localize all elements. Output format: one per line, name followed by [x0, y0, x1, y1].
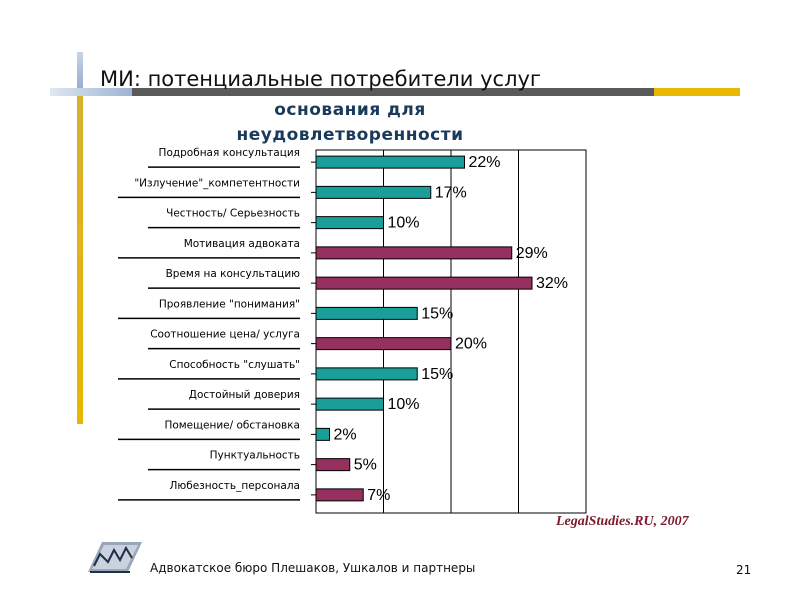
value-label: 15% [421, 366, 453, 383]
value-label: 5% [354, 457, 377, 474]
bar [315, 458, 351, 472]
bar [315, 397, 384, 411]
value-label: 20% [455, 336, 487, 353]
category-label: Способность "слушать" [169, 359, 300, 371]
category-label: Подробная консультация [159, 147, 300, 159]
bar [315, 185, 432, 199]
chart-subtitle-line2: неудовлетворенности [236, 125, 464, 145]
bar [315, 246, 513, 260]
value-label: 29% [516, 245, 548, 262]
bar [315, 367, 418, 381]
value-label: 2% [334, 426, 357, 443]
category-label: Честность/ Серьезность [166, 208, 300, 220]
header-bar-right [654, 88, 740, 96]
header-bar-middle [132, 88, 654, 96]
source-credit: LegalStudies.RU, 2007 [556, 514, 689, 529]
bar [315, 306, 418, 320]
category-label: Достойный доверия [189, 389, 300, 401]
value-label: 15% [421, 305, 453, 322]
value-label: 32% [536, 275, 568, 292]
bar [315, 276, 533, 290]
footer-firm-name: Адвокатское бюро Плешаков, Ушкалов и пар… [150, 561, 476, 575]
slide-title: МИ: потенциальные потребители услуг [100, 67, 541, 91]
value-label: 7% [367, 487, 390, 504]
value-label: 10% [388, 215, 420, 232]
firm-logo-icon [88, 542, 142, 573]
chart-subtitle-line1: основания для [274, 100, 426, 120]
bar [315, 427, 330, 441]
category-label: Время на консультацию [166, 268, 301, 280]
category-label: Мотивация адвоката [184, 238, 300, 250]
header-bar-left [50, 88, 132, 96]
vertical-accent-bottom [77, 94, 83, 424]
page-number: 21 [736, 563, 752, 577]
category-label: Помещение/ обстановка [164, 419, 300, 431]
bar [315, 337, 452, 351]
bar [315, 216, 384, 230]
category-label: "Излучение"_компетентности [134, 177, 300, 189]
bar [315, 488, 364, 502]
category-label: Соотношение цена/ услуга [150, 329, 300, 341]
category-label: Любезность_персонала [169, 480, 300, 492]
category-label: Пунктуальность [210, 450, 300, 462]
category-label: Проявление "понимания" [159, 298, 300, 310]
value-label: 10% [388, 396, 420, 413]
vertical-accent-top [77, 52, 83, 94]
value-label: 17% [435, 184, 467, 201]
value-label: 22% [469, 154, 501, 171]
bar [315, 155, 465, 169]
